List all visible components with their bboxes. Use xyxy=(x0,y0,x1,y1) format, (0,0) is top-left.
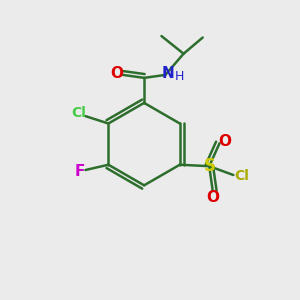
Text: F: F xyxy=(75,164,85,179)
Text: H: H xyxy=(175,70,184,83)
Text: O: O xyxy=(206,190,219,205)
Text: O: O xyxy=(218,134,231,149)
Text: O: O xyxy=(110,66,123,81)
Text: S: S xyxy=(203,157,215,175)
Text: Cl: Cl xyxy=(234,169,249,184)
Text: Cl: Cl xyxy=(71,106,86,120)
Text: N: N xyxy=(162,66,175,81)
